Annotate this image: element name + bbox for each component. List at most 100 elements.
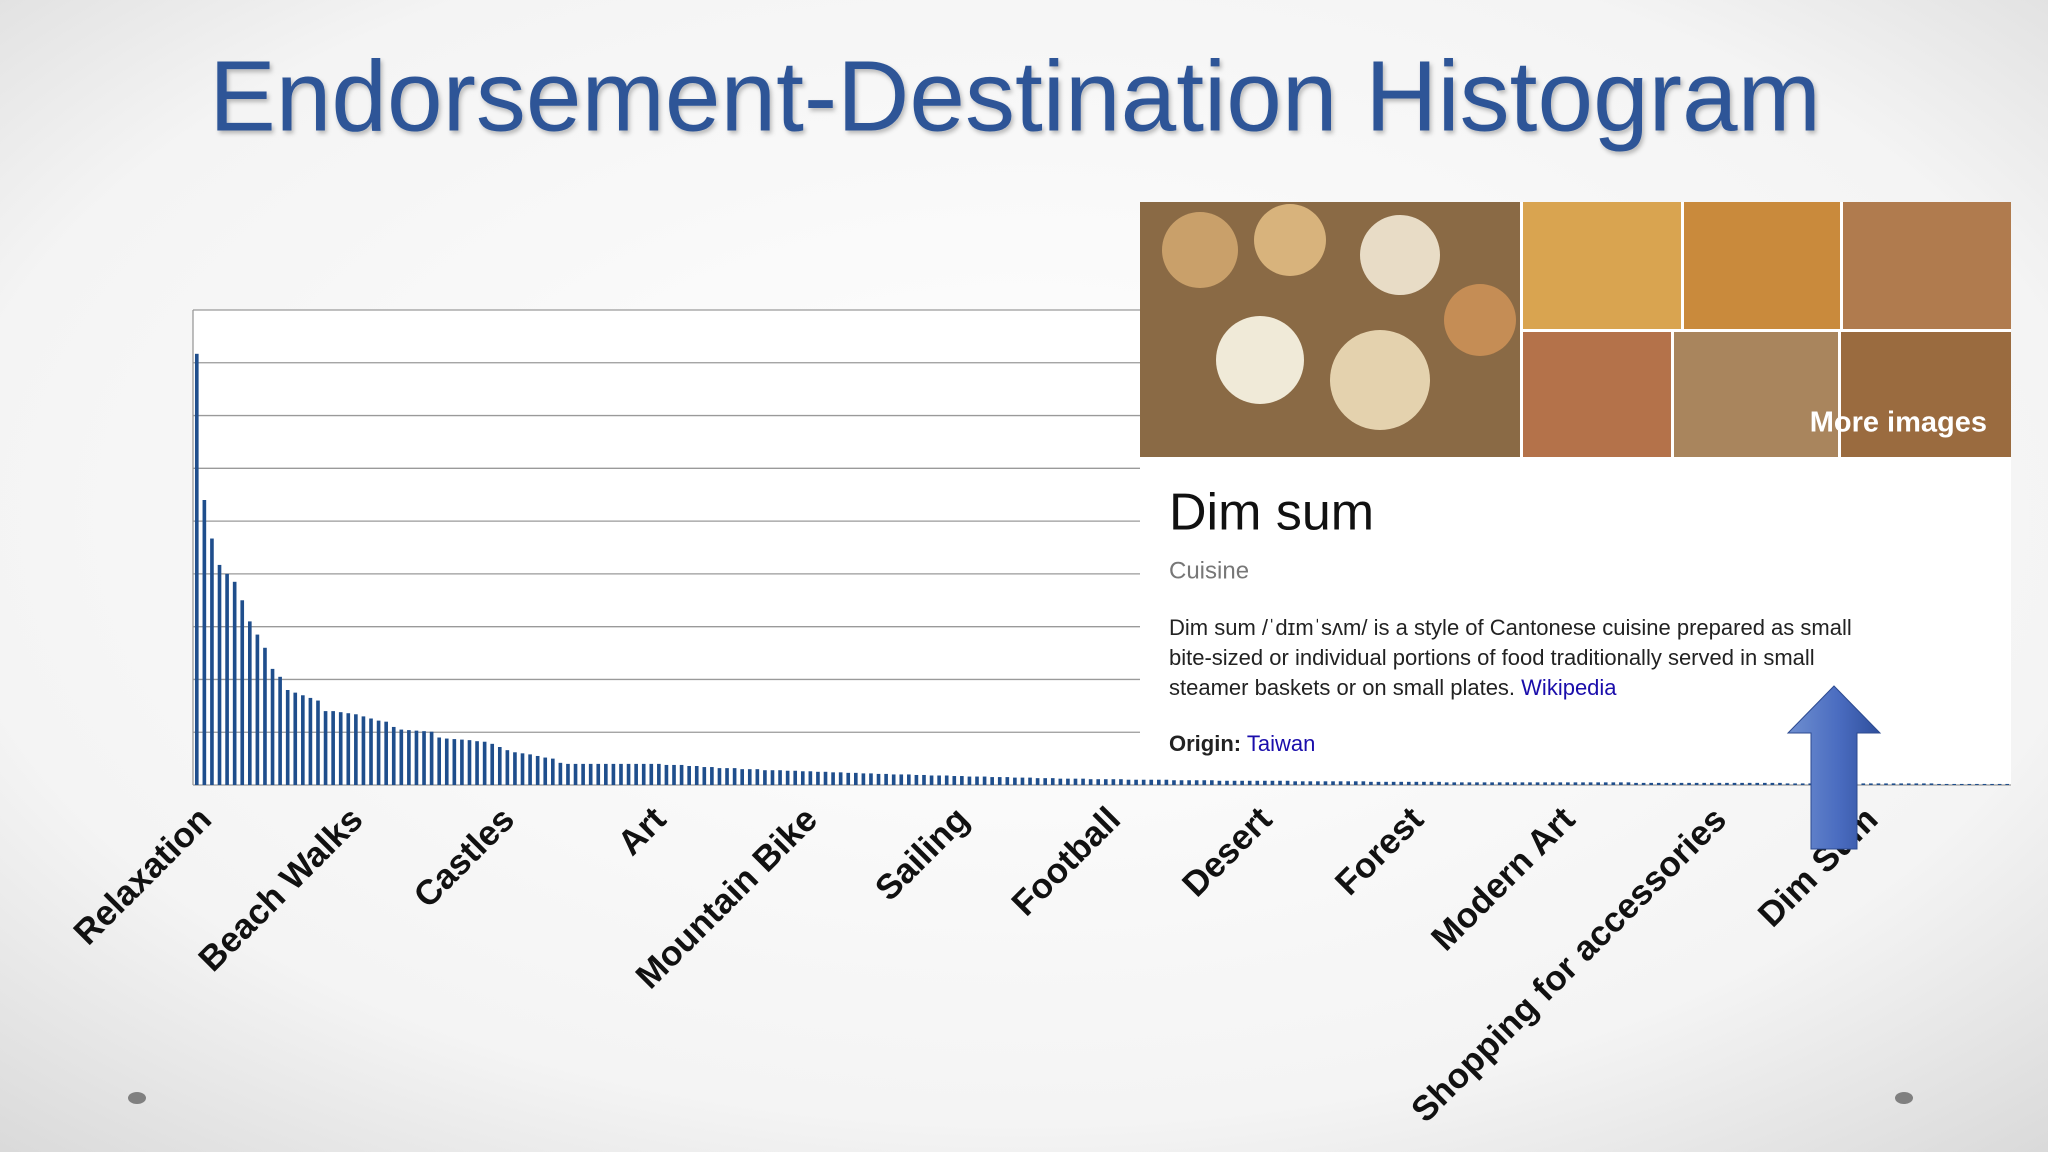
bar (1384, 781, 1388, 785)
bar (331, 711, 335, 785)
bar (1475, 782, 1479, 785)
bar (1611, 782, 1616, 785)
bar (717, 768, 722, 785)
origin-link[interactable]: Taiwan (1247, 731, 1315, 756)
bar (308, 697, 313, 785)
bar (1543, 782, 1547, 785)
bar (793, 770, 798, 785)
bar (1672, 782, 1676, 785)
more-images[interactable]: More images (1810, 407, 1987, 439)
bar (513, 752, 517, 785)
bar (437, 737, 442, 785)
bar (997, 777, 1002, 785)
image-detail (1330, 330, 1430, 430)
bar (528, 754, 532, 785)
bar (202, 500, 207, 785)
bar (1732, 782, 1737, 785)
bar (1588, 782, 1593, 785)
bar (278, 676, 282, 785)
bar (323, 711, 328, 785)
bar (679, 764, 684, 785)
bar (346, 713, 351, 785)
bar (1641, 782, 1646, 785)
bar (1581, 782, 1585, 785)
bar (520, 753, 525, 785)
bar (1596, 782, 1600, 785)
bar (937, 775, 941, 785)
bar (1172, 780, 1176, 785)
bar (1528, 782, 1532, 785)
bar (1050, 778, 1055, 785)
bar (1066, 778, 1070, 785)
bar (475, 741, 479, 785)
bar (1876, 783, 1881, 785)
bar (1270, 780, 1275, 785)
bar (1119, 779, 1123, 785)
bar (1906, 783, 1911, 785)
bar (1187, 780, 1191, 785)
bar (247, 621, 252, 785)
image (1523, 332, 1671, 457)
image-detail (1360, 215, 1440, 295)
bar (535, 755, 540, 785)
bar (1558, 782, 1563, 785)
bar (1013, 777, 1017, 785)
bar (975, 776, 979, 785)
bar (1429, 781, 1434, 785)
bar (1452, 782, 1457, 785)
bar (649, 763, 654, 785)
bar (1308, 781, 1313, 785)
origin: Origin: Taiwan (1169, 731, 1315, 756)
bar (657, 763, 661, 785)
bar (1952, 783, 1957, 785)
bar (1285, 780, 1290, 785)
bar (1937, 783, 1941, 785)
description-line: steamer baskets or on small plates. Wiki… (1169, 675, 1617, 700)
bar (763, 770, 767, 785)
bar (1225, 780, 1229, 785)
entity-kind: Cuisine (1169, 557, 1249, 584)
bar (952, 776, 957, 785)
bar (1656, 782, 1661, 785)
bar (573, 763, 578, 785)
bar (194, 353, 199, 785)
bar (452, 739, 457, 785)
bar (891, 774, 896, 785)
description-text: steamer baskets or on small plates. (1169, 675, 1515, 700)
bar (361, 716, 366, 785)
bar (861, 773, 866, 785)
bar (1800, 783, 1805, 785)
bar (399, 729, 404, 785)
bar (1922, 783, 1926, 785)
bar (422, 731, 426, 785)
bar (338, 712, 343, 785)
bar (1467, 782, 1472, 785)
bar (1634, 782, 1638, 785)
bar (846, 772, 851, 785)
source-link[interactable]: Wikipedia (1521, 675, 1617, 700)
bar (641, 763, 646, 785)
panel-images[interactable]: More images (1140, 202, 2011, 457)
bar (619, 763, 623, 785)
bar (672, 764, 676, 785)
bar (1028, 777, 1032, 785)
bar (899, 774, 904, 785)
bar (1975, 783, 1979, 785)
bar (1353, 781, 1358, 785)
bar (543, 757, 548, 785)
bar (922, 774, 926, 785)
bar (1096, 779, 1101, 785)
bar (823, 771, 828, 785)
bar (1369, 781, 1373, 785)
bar (391, 726, 396, 785)
bar (255, 634, 260, 785)
bar (929, 775, 934, 785)
bar (1990, 783, 1994, 785)
bar (944, 775, 949, 785)
bar (566, 763, 570, 785)
bar (755, 769, 760, 785)
bar (990, 777, 994, 785)
bar (1247, 780, 1252, 785)
image-detail (1162, 212, 1238, 288)
